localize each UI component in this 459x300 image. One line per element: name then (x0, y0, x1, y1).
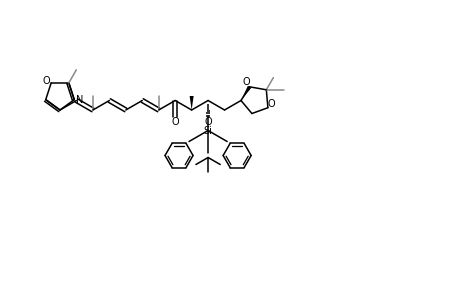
Polygon shape (241, 86, 251, 101)
Polygon shape (189, 96, 193, 110)
Text: O: O (242, 77, 250, 87)
Text: O: O (42, 76, 50, 86)
Text: O: O (171, 116, 179, 127)
Text: O: O (204, 116, 212, 127)
Text: N: N (75, 94, 83, 105)
Text: Si: Si (203, 125, 212, 136)
Text: O: O (267, 99, 274, 109)
